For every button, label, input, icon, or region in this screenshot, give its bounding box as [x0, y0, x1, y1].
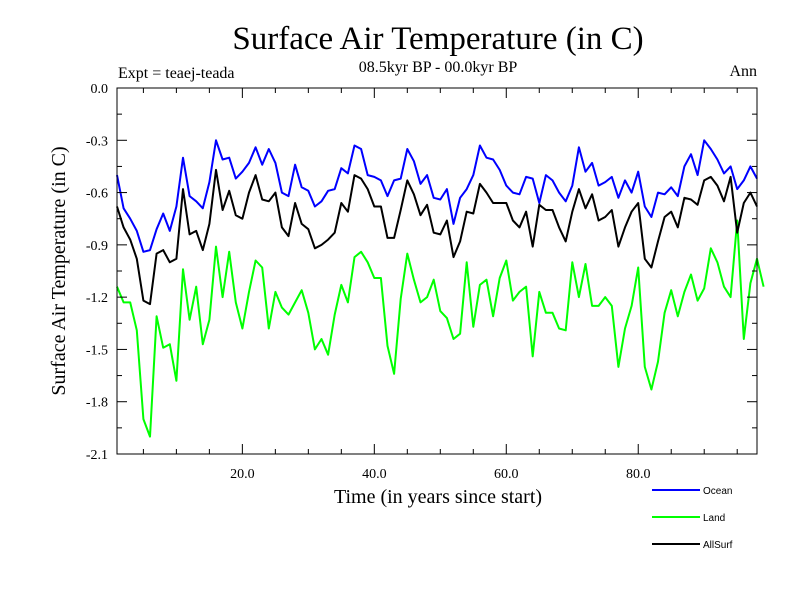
x-tick-label: 20.0 [230, 467, 255, 482]
legend-label-ocean: Ocean [703, 486, 732, 497]
x-tick-label: 60.0 [494, 467, 519, 482]
series-line-land [116, 219, 765, 438]
experiment-label: Expt = teaej-teada [118, 65, 235, 82]
y-axis-label: Surface Air Temperature (in C) [48, 146, 70, 395]
y-tick-label: -1.8 [86, 396, 108, 411]
x-axis-label: Time (in years since start) [334, 486, 542, 508]
y-tick-label: -1.2 [86, 291, 108, 306]
y-tick-label: -1.5 [86, 343, 108, 358]
tick-layer: 0.0 -0.3 -0.6 -0.9 -1.2 -1.5 -1.8 -2.1 20.0 40.0 6… [86, 82, 757, 482]
legend: Ocean Land AllSurf [652, 486, 733, 551]
x-tick-label: 40.0 [362, 467, 387, 482]
season-label: Ann [729, 63, 757, 80]
y-tick-label: -0.9 [86, 239, 108, 254]
series-line-allsurf [116, 168, 758, 306]
x-tick-label: 80.0 [626, 467, 651, 482]
y-tick-label: 0.0 [91, 82, 109, 97]
chart-title: Surface Air Temperature (in C) [232, 21, 643, 57]
y-tick-label: -2.1 [86, 448, 108, 463]
y-tick-label: -0.3 [86, 134, 108, 149]
chart-subtitle: 08.5kyr BP - 00.0kyr BP [359, 59, 518, 76]
legend-label-allsurf: AllSurf [703, 540, 733, 551]
series-layer [116, 139, 765, 438]
y-tick-label: -0.6 [86, 187, 108, 202]
legend-label-land: Land [703, 513, 725, 524]
series-line-ocean [116, 139, 758, 253]
